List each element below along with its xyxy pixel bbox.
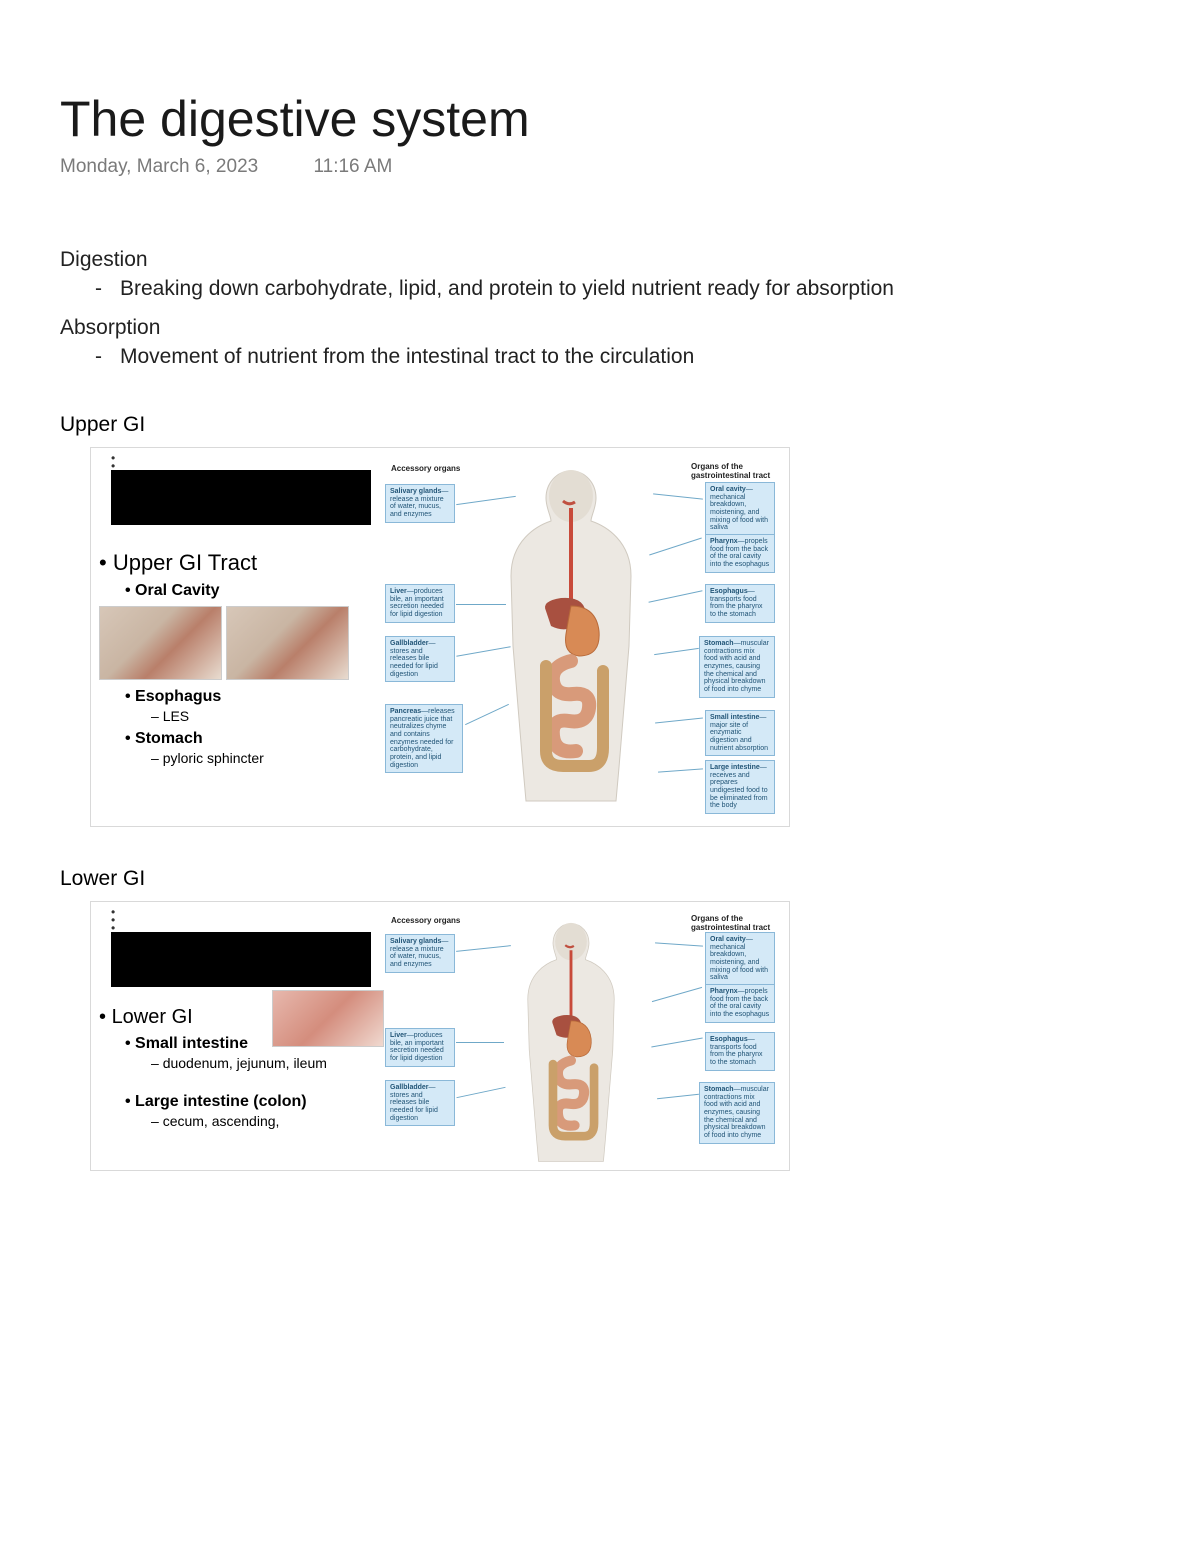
outline-item: Esophagus [125, 688, 369, 706]
label-liver: Liver—produces bile, an important secret… [385, 1028, 455, 1067]
outline-item: Oral Cavity [125, 582, 369, 600]
lower-gi-slide: ••• Lower GI Small intestine duodenum, j… [90, 901, 790, 1171]
label-stomach: Stomach—muscular contractions mix food w… [699, 1082, 775, 1144]
leader-line [658, 768, 703, 772]
lower-gi-block: Lower GI ••• Lower GI Small intestine du… [60, 867, 1140, 1171]
redaction-box [111, 932, 371, 987]
page-time: 11:16 AM [313, 156, 392, 177]
anatomy-thumbnail [99, 606, 222, 680]
label-esophagus: Esophagus—transports food from the phary… [705, 1032, 775, 1071]
accessory-header: Accessory organs [391, 916, 460, 925]
page-meta: Monday, March 6, 2023 11:16 AM [60, 156, 1140, 178]
section-heading-digestion: Digestion [60, 248, 1140, 272]
slide-bullets-decor: •• [111, 454, 115, 470]
oral-cavity-thumbnails [99, 606, 349, 680]
leader-line [655, 942, 703, 946]
outline-subitem: LES [151, 708, 369, 724]
section-heading-absorption: Absorption [60, 316, 1140, 340]
leader-line [648, 590, 702, 602]
upper-gi-slide: •• Upper GI Tract Oral Cavity Esophagus … [90, 447, 790, 827]
outline-item: Large intestine (colon) [125, 1093, 369, 1111]
notes-body: Digestion Breaking down carbohydrate, li… [60, 248, 1140, 373]
slide-bullets-decor: ••• [111, 908, 115, 932]
label-stomach: Stomach—muscular contractions mix food w… [699, 636, 775, 698]
upper-gi-label: Upper GI [60, 413, 1140, 437]
label-salivary-glands: Salivary glands—release a mixture of wat… [385, 484, 455, 523]
label-gallbladder: Gallbladder—stores and releases bile nee… [385, 1080, 455, 1126]
label-pharynx: Pharynx—propels food from the back of th… [705, 534, 775, 573]
list-item: Movement of nutrient from the intestinal… [60, 342, 1140, 372]
upper-gi-outline: Upper GI Tract Oral Cavity Esophagus LES… [99, 546, 369, 770]
lower-gi-label: Lower GI [60, 867, 1140, 891]
label-gallbladder: Gallbladder—stores and releases bile nee… [385, 636, 455, 682]
label-pancreas: Pancreas—releases pancreatic juice that … [385, 704, 463, 774]
outline-subitem: pyloric sphincter [151, 750, 369, 766]
note-page: The digestive system Monday, March 6, 20… [0, 0, 1200, 1211]
label-large-intestine: Large intestine—receives and prepares un… [705, 760, 775, 814]
label-salivary-glands: Salivary glands—release a mixture of wat… [385, 934, 455, 973]
anatomy-thumbnail [226, 606, 349, 680]
label-oral-cavity: Oral cavity—mechanical breakdown, moiste… [705, 482, 775, 536]
leader-line [651, 1037, 702, 1047]
accessory-header: Accessory organs [391, 464, 460, 473]
leader-line [456, 604, 506, 605]
gi-anatomy-diagram: Accessory organs Organs of the gastroint… [371, 456, 781, 816]
leader-line [649, 537, 702, 555]
list-item: Breaking down carbohydrate, lipid, and p… [60, 274, 1140, 304]
label-pharynx: Pharynx—propels food from the back of th… [705, 984, 775, 1023]
absorption-list: Movement of nutrient from the intestinal… [60, 342, 1140, 372]
redaction-box [111, 470, 371, 525]
outline-heading: Upper GI Tract [99, 550, 369, 576]
outline-subitem: duodenum, jejunum, ileum [151, 1055, 369, 1071]
torso-illustration [491, 920, 651, 1165]
leader-line [456, 1042, 504, 1043]
label-esophagus: Esophagus—transports food from the phary… [705, 584, 775, 623]
gi-header: Organs of the gastrointestinal tract [691, 914, 771, 932]
leader-line [654, 648, 699, 655]
page-date: Monday, March 6, 2023 [60, 156, 258, 177]
outline-item: Stomach [125, 730, 369, 748]
outline-subitem: cecum, ascending, [151, 1113, 369, 1129]
page-title: The digestive system [60, 90, 1140, 148]
gi-anatomy-diagram: Accessory organs Organs of the gastroint… [371, 910, 781, 1165]
upper-gi-block: Upper GI •• Upper GI Tract Oral Cavity E… [60, 413, 1140, 827]
gi-header: Organs of the gastrointestinal tract [691, 462, 771, 480]
leader-line [653, 493, 703, 499]
digestion-list: Breaking down carbohydrate, lipid, and p… [60, 274, 1140, 304]
leader-line [655, 717, 703, 723]
label-small-intestine: Small intestine—major site of enzymatic … [705, 710, 775, 756]
label-oral-cavity: Oral cavity—mechanical breakdown, moiste… [705, 932, 775, 986]
leader-line [652, 987, 702, 1002]
torso-illustration [491, 466, 651, 806]
leader-line [657, 1094, 699, 1099]
label-liver: Liver—produces bile, an important secret… [385, 584, 455, 623]
tissue-thumbnail [272, 990, 384, 1047]
lower-gi-outline: Lower GI Small intestine duodenum, jejun… [99, 1002, 369, 1133]
